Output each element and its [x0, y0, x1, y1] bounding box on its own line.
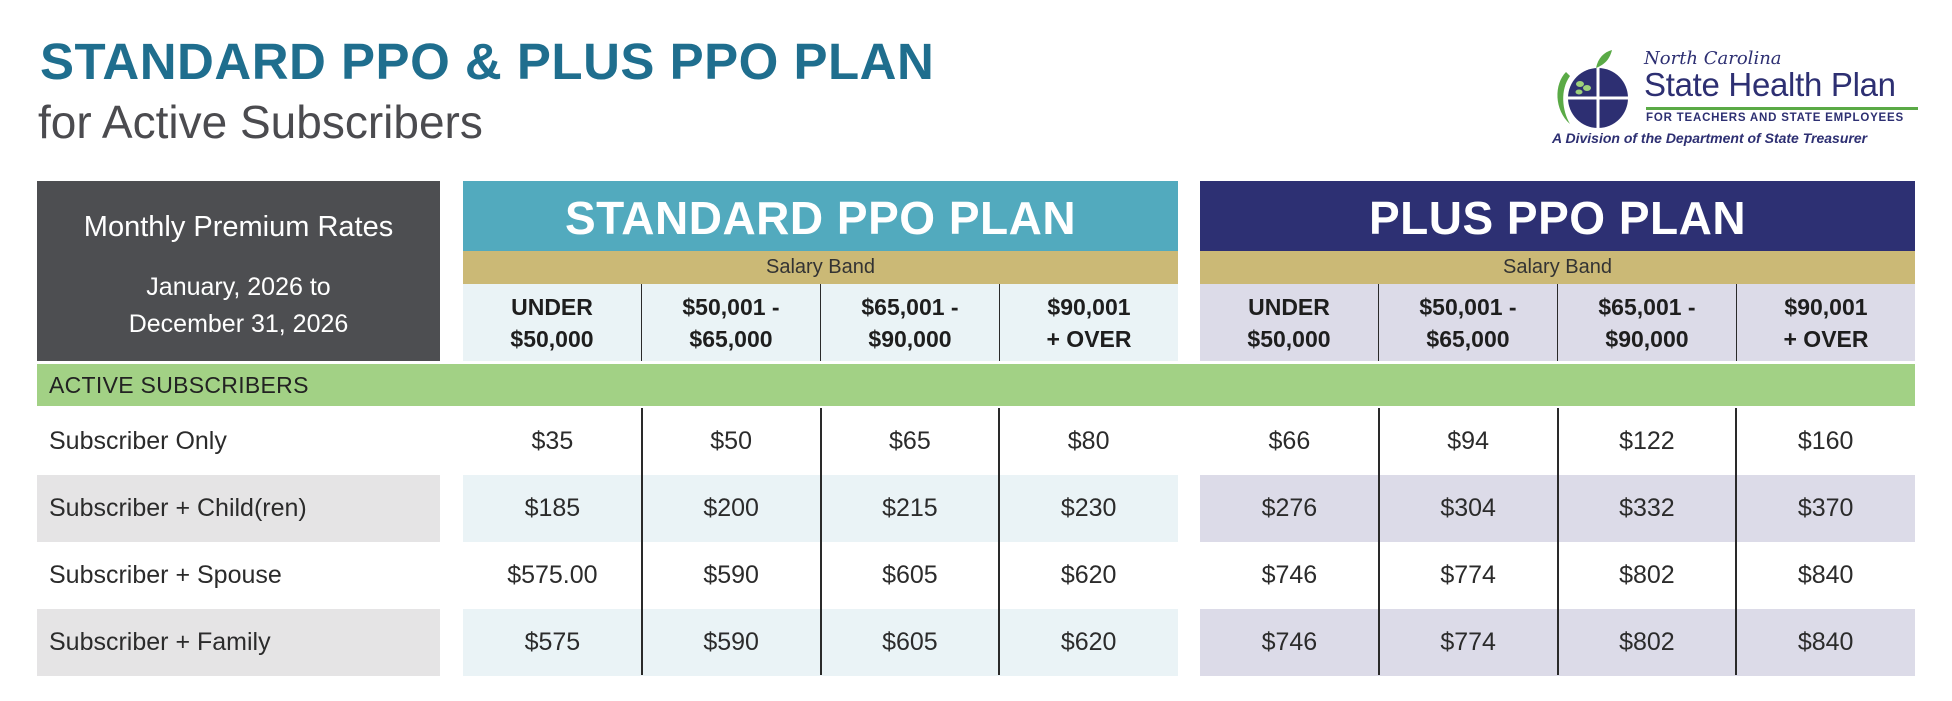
- standard-cells: $575.00 $590 $605 $620: [463, 542, 1178, 609]
- rate-cell: $230: [1060, 494, 1117, 522]
- band-header: $65,001 - $90,000: [1557, 284, 1736, 361]
- rate-cell: $774: [1440, 628, 1496, 656]
- table-row: Subscriber Only $35 $50 $65 $80 $66 $94 …: [0, 408, 1952, 475]
- row-label: Subscriber + Family: [37, 609, 440, 676]
- column-divider: [1735, 408, 1737, 675]
- table-row: Subscriber + Spouse $575.00 $590 $605 $6…: [0, 542, 1952, 609]
- row-label: Subscriber + Spouse: [49, 561, 282, 589]
- band-header: $65,001 - $90,000: [820, 284, 999, 361]
- rate-cell: $215: [882, 494, 938, 522]
- row-label: Subscriber Only: [49, 427, 227, 455]
- rate-cell: $746: [1261, 628, 1318, 656]
- rate-cell: $122: [1619, 427, 1675, 455]
- rate-cell: $802: [1619, 561, 1675, 589]
- rate-cell: $276: [1261, 494, 1318, 522]
- salary-band-label: Salary Band: [1200, 251, 1915, 284]
- plan-title: STANDARD PPO PLAN: [463, 181, 1178, 251]
- band-header: $50,001 - $65,000: [641, 284, 820, 361]
- page-title: STANDARD PPO & PLUS PPO PLAN: [40, 33, 935, 90]
- band-header: $90,001 + OVER: [1736, 284, 1915, 361]
- column-divider: [641, 408, 643, 675]
- logo-name-text: State Health Plan: [1644, 66, 1896, 103]
- rate-cell: $304: [1440, 494, 1496, 522]
- rate-cell: $370: [1797, 494, 1854, 522]
- monthly-premium-rates-label: Monthly Premium Rates: [83, 211, 394, 243]
- logo-division-text: A Division of the Department of State Tr…: [1552, 130, 1868, 146]
- rate-cell: $590: [703, 628, 759, 656]
- rate-cell: $840: [1797, 561, 1854, 589]
- date-to: December 31, 2026: [128, 310, 349, 338]
- section-active-subscribers: ACTIVE SUBSCRIBERS: [37, 364, 1915, 406]
- rate-cell: $840: [1797, 628, 1854, 656]
- table-row: Subscriber + Child(ren) $185 $200 $215 $…: [0, 475, 1952, 542]
- rate-cell: $802: [1619, 628, 1675, 656]
- plus-cells: $66 $94 $122 $160: [1200, 408, 1915, 475]
- logo-divider: [1646, 107, 1918, 110]
- rate-cell: $35: [531, 427, 574, 455]
- salary-bands: UNDER $50,000 $50,001 - $65,000 $65,001 - $…: [1200, 284, 1915, 361]
- salary-bands: UNDER $50,000 $50,001 - $65,000 $65,001 - $…: [463, 284, 1178, 361]
- apple-icon: [1557, 50, 1628, 128]
- rate-cell: $620: [1060, 628, 1117, 656]
- rate-cell: $575: [524, 628, 581, 656]
- row-label: Subscriber + Child(ren): [37, 475, 440, 542]
- standard-cells: $35 $50 $65 $80: [463, 408, 1178, 475]
- logo-tagline: FOR TEACHERS AND STATE EMPLOYEES: [1646, 112, 1904, 124]
- rates-period-box: Monthly Premium Rates January, 2026 to D…: [37, 181, 440, 361]
- band-header: UNDER $50,000: [1247, 293, 1331, 352]
- rate-period-dates: January, 2026 to December 31, 2026: [37, 269, 440, 343]
- rate-cell: $185: [524, 494, 581, 522]
- rate-cell: $332: [1619, 494, 1675, 522]
- rate-cell: $160: [1797, 427, 1854, 455]
- rate-cell: $200: [703, 494, 759, 522]
- rate-cell: $80: [1067, 427, 1110, 455]
- rate-cell: $575.00: [507, 561, 598, 589]
- column-divider: [820, 408, 822, 675]
- plus-cells: $746 $774 $802 $840: [1200, 542, 1915, 609]
- band-header: $90,001 + OVER: [999, 284, 1178, 361]
- band-header: $50,001 - $65,000: [1378, 284, 1557, 361]
- plus-ppo-header: PLUS PPO PLAN Salary Band UNDER $50,000 $…: [1200, 181, 1915, 361]
- logo-state-text: North Carolina: [1644, 48, 1782, 69]
- rate-cell: $66: [1268, 427, 1311, 455]
- rate-cell: $774: [1440, 561, 1496, 589]
- state-health-plan-logo: North Carolina State Health Plan FOR TEA…: [1552, 42, 1922, 152]
- plan-title: PLUS PPO PLAN: [1200, 181, 1915, 251]
- page-subtitle: for Active Subscribers: [38, 96, 483, 148]
- salary-band-label: Salary Band: [463, 251, 1178, 284]
- rate-cell: $590: [703, 561, 759, 589]
- rate-cell: $50: [710, 427, 752, 455]
- column-divider: [1378, 408, 1380, 675]
- rate-cell: $746: [1261, 561, 1318, 589]
- rate-cell: $65: [889, 427, 931, 455]
- rate-cell: $620: [1060, 561, 1117, 589]
- rate-cell: $94: [1447, 427, 1489, 455]
- column-divider: [998, 408, 1000, 675]
- rate-cell: $605: [882, 628, 938, 656]
- standard-ppo-header: STANDARD PPO PLAN Salary Band UNDER $50,0…: [463, 181, 1178, 361]
- table-row: Subscriber + Family $575 $590 $605 $620 …: [0, 609, 1952, 676]
- date-from: January, 2026 to: [146, 273, 331, 301]
- column-divider: [1557, 408, 1559, 675]
- rate-cell: $605: [882, 561, 938, 589]
- band-header: UNDER $50,000: [510, 293, 594, 352]
